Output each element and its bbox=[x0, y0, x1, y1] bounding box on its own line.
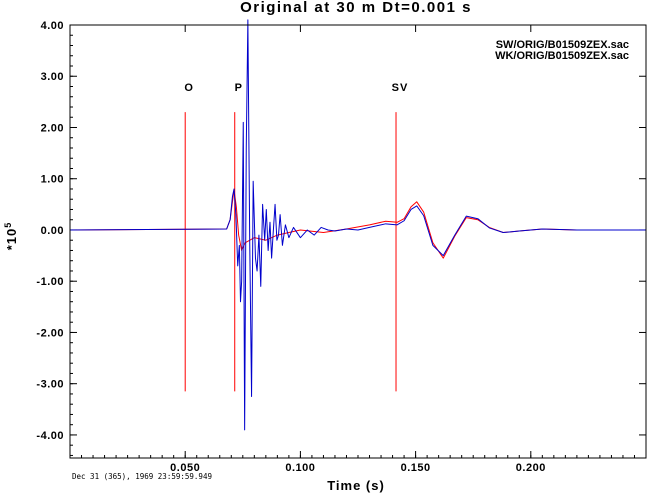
axis-labels: Time (s) *105 bbox=[3, 222, 385, 493]
chart-title: Original at 30 m Dt=0.001 s bbox=[240, 0, 472, 16]
y-axis-label: *105 bbox=[3, 222, 19, 251]
marker-label-o: O bbox=[184, 82, 194, 94]
x-tick-label: 0.150 bbox=[401, 462, 431, 474]
y-axis-label-exponent: 5 bbox=[3, 222, 13, 228]
marker-label-p: P bbox=[235, 82, 243, 94]
timestamp: Dec 31 (365), 1969 23:59:59.949 bbox=[72, 472, 212, 481]
legend-entry-sw: SW/ORIG/B01509ZEX.sac bbox=[496, 39, 629, 51]
marker-label-sv: SV bbox=[392, 82, 409, 94]
series-line-0 bbox=[69, 189, 646, 259]
legend-entry-wk: WK/ORIG/B01509ZEX.sac bbox=[495, 50, 629, 62]
y-tick-label: 3.00 bbox=[41, 71, 64, 83]
y-tick-label: 4.00 bbox=[41, 20, 64, 32]
plot-marks: 4.00 3.00 2.00 1.00 0.00 -1.00 -2.00 -3.00 -4.00… bbox=[36, 19, 646, 474]
y-tick-label: 1.00 bbox=[41, 174, 64, 186]
y-tick-label: 2.00 bbox=[41, 122, 64, 134]
y-axis-label-group: *105 bbox=[3, 222, 19, 251]
y-tick-label: 0.00 bbox=[41, 225, 64, 237]
x-tick-label: 0.050 bbox=[170, 462, 200, 474]
y-tick-label: -4.00 bbox=[36, 430, 64, 442]
y-axis-label-base: *10 bbox=[4, 228, 19, 251]
y-tick-label: -3.00 bbox=[36, 379, 64, 391]
plot-frame bbox=[69, 24, 647, 459]
x-tick-label: 0.200 bbox=[516, 462, 546, 474]
y-tick-label: -2.00 bbox=[36, 327, 64, 339]
series-line-1 bbox=[69, 19, 646, 431]
x-tick-label: 0.100 bbox=[285, 462, 315, 474]
x-axis-label: Time (s) bbox=[327, 478, 385, 493]
legend: SW/ORIG/B01509ZEX.sac WK/ORIG/B01509ZEX.… bbox=[495, 39, 629, 62]
y-tick-label: -1.00 bbox=[36, 276, 64, 288]
